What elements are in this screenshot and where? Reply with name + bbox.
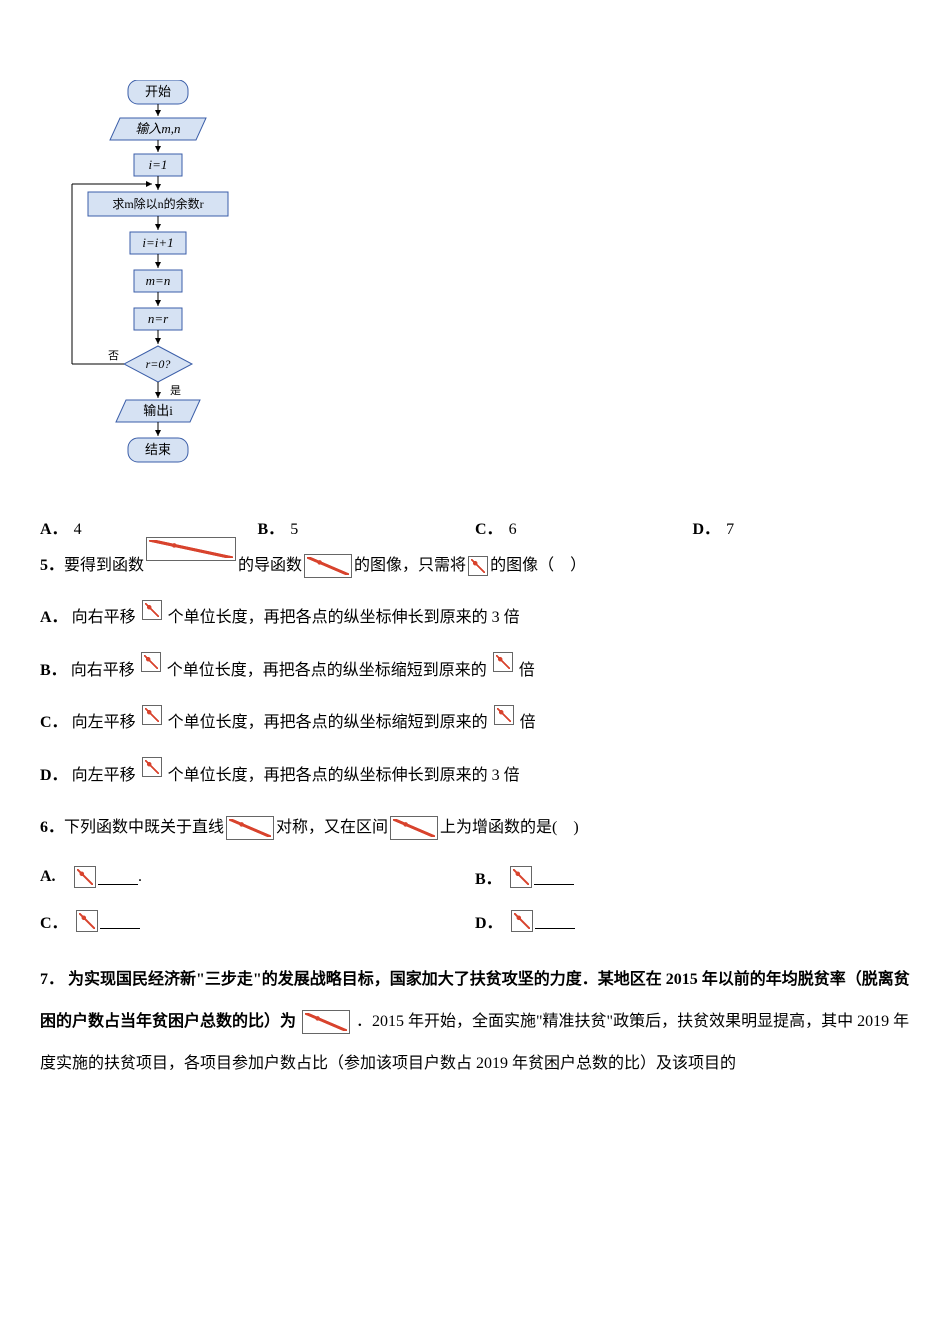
q5-optA: A． 向右平移 个单位长度，再把各点的纵坐标伸长到原来的 3 倍 <box>40 599 910 637</box>
q5-t2: 的导函数 <box>238 547 302 585</box>
fc-out: 输出i <box>143 403 173 418</box>
formula-placeholder-icon <box>302 1010 350 1034</box>
q5-t4: 的图像（ ） <box>490 547 586 585</box>
flowchart: 开始 输入m,n i=1 求m除以n的余数r i=i+1 m=n n=r <box>58 80 910 485</box>
q4-options: A． 4 B． 5 C． 6 D． 7 <box>40 515 910 539</box>
opt-D-label: D． <box>693 521 721 538</box>
fc-no: 否 <box>108 350 119 362</box>
fc-mod: 求m除以n的余数r <box>112 196 203 211</box>
fc-end: 结束 <box>145 442 171 457</box>
fc-start: 开始 <box>145 84 171 99</box>
blank-line <box>100 913 140 929</box>
opt-C-label: C． <box>475 521 503 538</box>
fc-iinc: i=i+1 <box>142 235 173 250</box>
opt-A: 4 <box>74 521 82 538</box>
opt-B-label: B． <box>258 521 285 538</box>
q7-body: 7． 为实现国民经济新"三步走"的发展战略目标，国家加大了扶贫攻坚的力度．某地区… <box>40 959 910 1084</box>
q6-stem: 6． 下列函数中既关于直线 对称，又在区间 上为增函数的是( ) <box>40 809 910 847</box>
fc-yes: 是 <box>170 384 181 397</box>
fc-i1: i=1 <box>149 157 168 172</box>
opt-A-label: A． <box>40 521 68 538</box>
formula-placeholder-icon <box>142 757 162 777</box>
opt-D-label: D． <box>40 767 68 784</box>
opt-B: 5 <box>290 521 298 538</box>
formula-placeholder-icon <box>510 866 532 888</box>
formula-placeholder-icon <box>468 556 488 576</box>
formula-placeholder-icon <box>141 652 161 672</box>
formula-placeholder-icon <box>74 866 96 888</box>
formula-placeholder-icon <box>226 816 274 840</box>
opt-D: 7 <box>726 521 734 538</box>
formula-placeholder-icon <box>511 910 533 932</box>
fc-nr: n=r <box>148 311 169 326</box>
opt-A-label: A． <box>40 609 68 626</box>
opt-B-label: B． <box>40 662 67 679</box>
opt-D-label: D． <box>475 909 503 933</box>
opt-C: 6 <box>509 521 517 538</box>
q6-options: A. . B． C． D． <box>40 855 910 943</box>
blank-line <box>534 869 574 885</box>
q5-num: 5． <box>40 547 64 585</box>
formula-placeholder-icon <box>493 652 513 672</box>
blank-line <box>535 913 575 929</box>
opt-A-label: A. <box>40 868 66 886</box>
blank-line <box>98 869 138 885</box>
q5-t1: 要得到函数 <box>64 547 144 585</box>
fc-mn: m=n <box>146 273 171 288</box>
formula-placeholder-icon <box>142 705 162 725</box>
q5-optC: C． 向左平移 个单位长度，再把各点的纵坐标缩短到原来的 倍 <box>40 704 910 742</box>
formula-placeholder-icon <box>494 705 514 725</box>
opt-C-label: C． <box>40 909 68 933</box>
formula-placeholder-icon <box>76 910 98 932</box>
formula-placeholder-icon <box>146 537 236 561</box>
opt-C-label: C． <box>40 714 68 731</box>
q5-stem: 5． 要得到函数 的导函数 的图像，只需将 的图像（ ） <box>40 547 910 585</box>
q5-t3: 的图像，只需将 <box>354 547 466 585</box>
formula-placeholder-icon <box>142 600 162 620</box>
q5-optD: D． 向左平移 个单位长度，再把各点的纵坐标伸长到原来的 3 倍 <box>40 757 910 795</box>
formula-placeholder-icon <box>390 816 438 840</box>
q6-num: 6． <box>40 809 64 847</box>
q7-num: 7． <box>40 971 64 988</box>
fc-dec: r=0? <box>146 357 171 371</box>
q5-optB: B． 向右平移 个单位长度，再把各点的纵坐标缩短到原来的 倍 <box>40 652 910 690</box>
fc-input: 输入m,n <box>135 121 180 136</box>
opt-B-label: B． <box>475 865 502 889</box>
formula-placeholder-icon <box>304 554 352 578</box>
